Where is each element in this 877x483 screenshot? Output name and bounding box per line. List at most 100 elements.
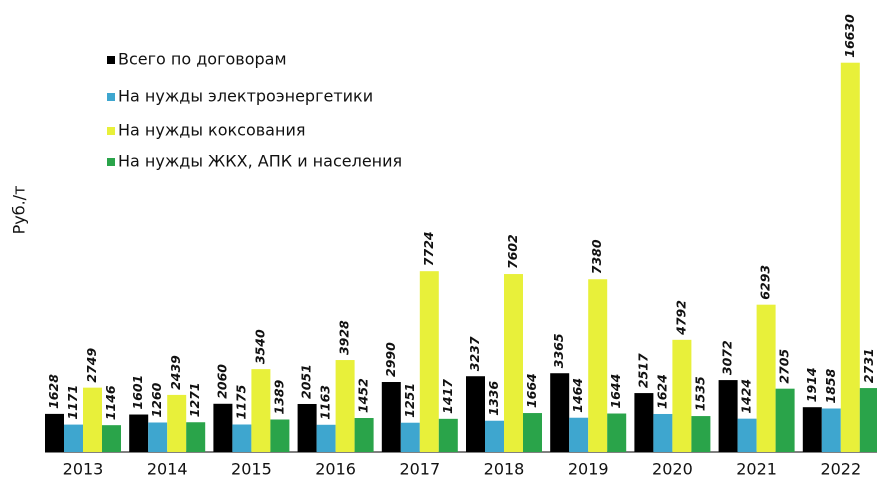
bar <box>588 279 608 452</box>
bar <box>354 418 374 452</box>
legend-label: На нужды электроэнергетики <box>118 87 373 106</box>
legend-label: На нужды ЖКХ, АПК и населения <box>118 152 402 171</box>
bar <box>167 394 187 452</box>
value-label: 1464 <box>570 378 585 413</box>
bar <box>270 419 290 452</box>
value-label: 2731 <box>861 348 876 383</box>
bar <box>316 424 336 452</box>
value-label: 2060 <box>214 364 229 399</box>
bar <box>251 369 271 452</box>
bar <box>802 407 822 452</box>
value-label: 1171 <box>65 385 80 420</box>
value-label: 3540 <box>252 329 267 364</box>
bar <box>672 339 692 452</box>
value-label: 6293 <box>758 265 773 300</box>
value-label: 1601 <box>130 375 145 410</box>
value-label: 1914 <box>804 367 819 402</box>
value-label: 1424 <box>739 379 754 414</box>
value-label: 3072 <box>720 340 735 375</box>
value-label: 1260 <box>149 382 164 417</box>
value-label: 16630 <box>842 14 857 58</box>
bar <box>485 420 504 452</box>
value-label: 1417 <box>440 379 455 414</box>
legend-swatch <box>107 158 115 166</box>
bar <box>691 416 711 452</box>
bar <box>400 422 420 452</box>
value-label: 1664 <box>524 373 539 408</box>
bar <box>634 393 654 452</box>
value-label: 1175 <box>233 384 248 419</box>
value-label: 1389 <box>271 379 286 414</box>
x-tick-label: 2019 <box>568 460 609 479</box>
bar <box>83 387 102 452</box>
x-tick-label: 2018 <box>484 460 525 479</box>
bar <box>569 417 589 452</box>
value-label: 4792 <box>673 300 688 336</box>
value-label: 7602 <box>505 234 520 269</box>
legend-label: На нужды коксования <box>118 121 305 140</box>
bar <box>523 413 542 452</box>
legend-swatch <box>107 93 115 101</box>
x-tick-label: 2017 <box>399 460 440 479</box>
bar <box>335 360 355 452</box>
value-label: 1628 <box>46 374 61 409</box>
bar <box>102 425 121 452</box>
value-label: 1624 <box>654 374 669 409</box>
value-label: 2749 <box>84 348 99 383</box>
bar <box>438 418 458 452</box>
x-tick-label: 2013 <box>63 460 104 479</box>
value-label: 1858 <box>823 368 838 403</box>
value-label: 2517 <box>635 353 650 388</box>
x-tick-label: 2016 <box>315 460 356 479</box>
value-label: 2705 <box>777 349 792 384</box>
bar <box>148 422 168 452</box>
bar <box>466 376 485 452</box>
bar <box>840 62 860 452</box>
y-axis-label: Руб./т <box>10 186 29 235</box>
bar <box>504 274 523 452</box>
bar <box>45 413 64 452</box>
value-label: 2439 <box>168 355 183 390</box>
bar <box>653 413 673 452</box>
legend-swatch <box>107 56 115 64</box>
value-label: 1163 <box>318 385 333 420</box>
value-label: 1644 <box>608 374 623 409</box>
bar <box>821 408 841 452</box>
bar <box>859 388 877 452</box>
bar <box>756 304 776 452</box>
value-label: 3928 <box>337 320 352 355</box>
value-label: 3237 <box>467 336 482 371</box>
value-label: 1336 <box>486 381 501 416</box>
bar <box>297 403 317 452</box>
legend-label: Всего по договорам <box>118 50 287 69</box>
x-tick-label: 2021 <box>736 460 777 479</box>
bar <box>213 403 233 452</box>
bar <box>607 413 627 452</box>
value-label: 1452 <box>356 378 371 413</box>
bar <box>129 414 149 452</box>
bar <box>419 271 439 452</box>
bar <box>381 382 401 452</box>
value-label: 2990 <box>383 342 398 377</box>
x-tick-label: 2015 <box>231 460 272 479</box>
value-label: 1146 <box>103 385 118 420</box>
bar <box>550 373 570 452</box>
value-label: 1271 <box>187 382 202 417</box>
bar <box>718 380 738 452</box>
value-label: 1251 <box>402 383 417 418</box>
legend-swatch <box>107 127 115 135</box>
bar <box>775 388 795 452</box>
value-label: 2051 <box>299 364 314 399</box>
bar <box>186 422 206 452</box>
value-label: 7380 <box>589 239 604 274</box>
x-tick-label: 2022 <box>820 460 861 479</box>
x-tick-label: 2014 <box>147 460 188 479</box>
bar <box>64 424 83 452</box>
bar <box>737 418 757 452</box>
bar <box>232 424 252 452</box>
value-label: 7724 <box>421 231 436 266</box>
value-label: 3365 <box>551 333 566 368</box>
value-label: 1535 <box>692 376 707 411</box>
x-tick-label: 2020 <box>652 460 693 479</box>
